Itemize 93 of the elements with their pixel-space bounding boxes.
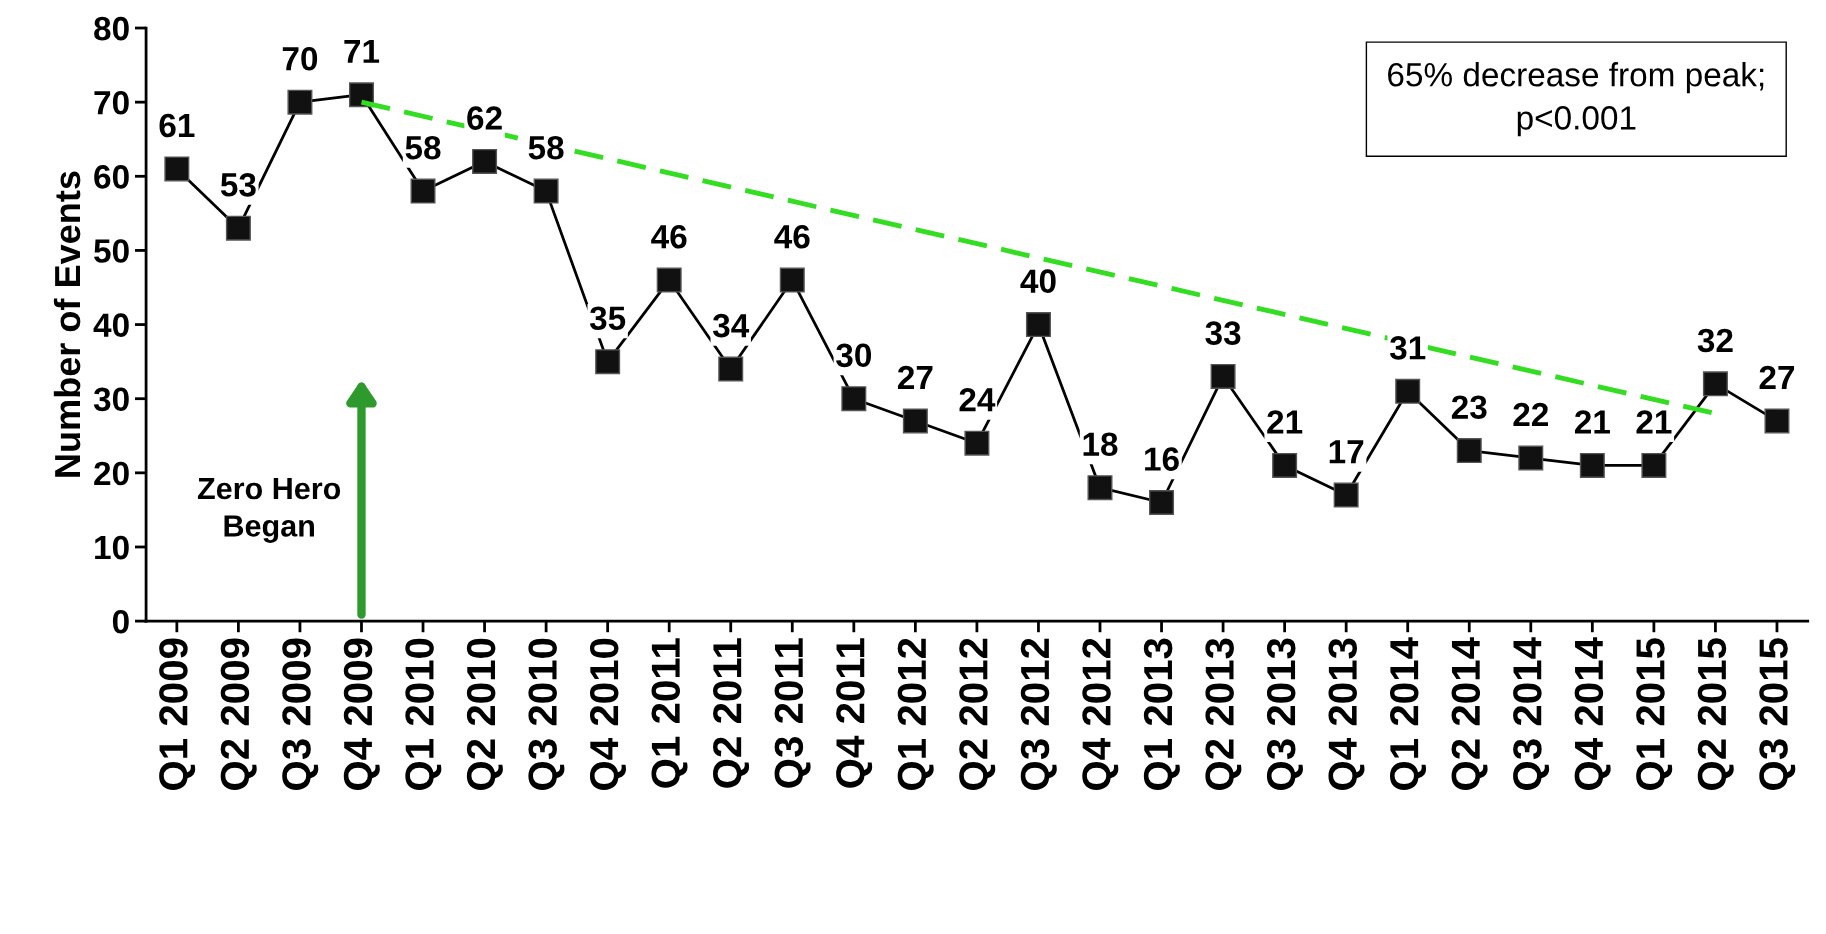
x-tick-label: Q3 2013	[1266, 638, 1303, 790]
data-label: 46	[651, 224, 687, 249]
data-label: 40	[1020, 269, 1056, 293]
data-label: 27	[897, 365, 933, 390]
x-tick-label: Q1 2012	[897, 638, 934, 790]
point	[779, 267, 805, 293]
x-tick-label: Q1 2011	[651, 638, 688, 788]
point	[1456, 438, 1482, 464]
point	[1579, 452, 1605, 478]
y-tick-label: 40	[93, 313, 129, 337]
point	[1333, 482, 1359, 508]
y-tick-label: 30	[93, 387, 129, 412]
x-tick-label: Q4 2014	[1574, 637, 1611, 790]
point	[533, 178, 559, 204]
data-label: 71	[344, 39, 380, 63]
x-tick-label: Q4 2013	[1328, 638, 1365, 790]
y-tick-label: 50	[94, 239, 129, 263]
point	[287, 89, 313, 115]
y-tick-label: 20	[94, 461, 129, 486]
x-tick-label: Q1 2013	[1143, 638, 1180, 790]
point	[1395, 378, 1421, 404]
point	[718, 356, 744, 382]
y-tick-label: 80	[94, 16, 129, 41]
x-tick-label: Q3 2015	[1759, 638, 1796, 790]
y-tick-label: 10	[95, 535, 129, 560]
y-tick-label: 0	[112, 609, 129, 634]
data-label: 33	[1205, 321, 1241, 345]
data-label: 62	[467, 106, 502, 130]
data-label: 27	[1759, 365, 1795, 390]
point	[1025, 312, 1051, 338]
data-label: 21	[1574, 410, 1610, 434]
x-tick-label: Q2 2013	[1205, 638, 1242, 790]
x-tick-label: Q2 2009	[220, 638, 257, 790]
point	[164, 156, 190, 182]
data-label: 22	[1513, 402, 1548, 427]
x-tick-label: Q3 2012	[1020, 638, 1057, 790]
data-label: 30	[836, 343, 871, 368]
point	[841, 386, 867, 412]
data-label: 17	[1329, 440, 1364, 464]
data-label: 18	[1083, 432, 1118, 457]
point	[1518, 445, 1544, 471]
annotation: Zero Hero Began	[197, 478, 341, 543]
point	[1210, 363, 1236, 389]
y-tick-label: 70	[94, 90, 129, 115]
x-tick-label: Q4 2011	[836, 638, 873, 788]
x-tick-label: Q2 2015	[1697, 638, 1734, 790]
data-label: 21	[1636, 410, 1672, 434]
point	[1764, 408, 1790, 434]
x-tick-label: Q4 2009	[343, 638, 380, 790]
point	[1272, 452, 1298, 478]
x-tick-label: Q2 2010	[466, 638, 503, 790]
data-label: 58	[405, 135, 441, 160]
data-label: 32	[1697, 328, 1733, 353]
data-label: 58	[528, 135, 564, 160]
x-tick-label: Q3 2009	[282, 638, 319, 790]
data-label: 21	[1267, 410, 1303, 434]
point	[595, 349, 621, 375]
point	[656, 267, 682, 293]
x-tick-label: Q1 2014	[1390, 637, 1427, 790]
point	[1641, 452, 1667, 478]
x-tick-label: Q4 2012	[1082, 638, 1119, 790]
x-tick-label: Q3 2014	[1513, 637, 1550, 790]
point	[964, 430, 990, 456]
x-tick-label: Q4 2010	[589, 638, 626, 790]
data-label: 53	[220, 173, 256, 197]
data-label: 61	[159, 113, 195, 138]
point	[348, 82, 374, 108]
data-label: 31	[1389, 336, 1426, 360]
y-axis-title: Number of Events	[53, 171, 81, 477]
data-label: 35	[589, 306, 626, 331]
point	[410, 178, 436, 204]
x-tick-label: Q2 2014	[1451, 637, 1488, 790]
data-label: 16	[1145, 447, 1179, 471]
point	[1087, 475, 1113, 501]
annotation: 65% decrease from peak; p<0.001	[1388, 62, 1764, 137]
point	[1149, 489, 1175, 515]
point	[225, 215, 251, 241]
point	[902, 408, 928, 434]
point	[472, 148, 498, 174]
data-label: 34	[712, 313, 750, 338]
x-tick-label: Q2 2012	[959, 638, 996, 790]
data-label: 70	[282, 46, 318, 71]
x-tick-label: Q3 2011	[774, 638, 811, 788]
point	[1702, 371, 1728, 397]
x-tick-label: Q1 2010	[405, 638, 442, 790]
data-label: 23	[1451, 395, 1487, 420]
data-label: 24	[959, 387, 996, 412]
x-tick-label: Q1 2009	[159, 638, 196, 790]
x-tick-label: Q3 2010	[528, 638, 565, 790]
x-tick-label: Q1 2015	[1636, 638, 1673, 790]
y-tick-label: 60	[94, 165, 129, 189]
data-label: 46	[774, 224, 810, 249]
x-tick-label: Q2 2011	[713, 638, 750, 788]
